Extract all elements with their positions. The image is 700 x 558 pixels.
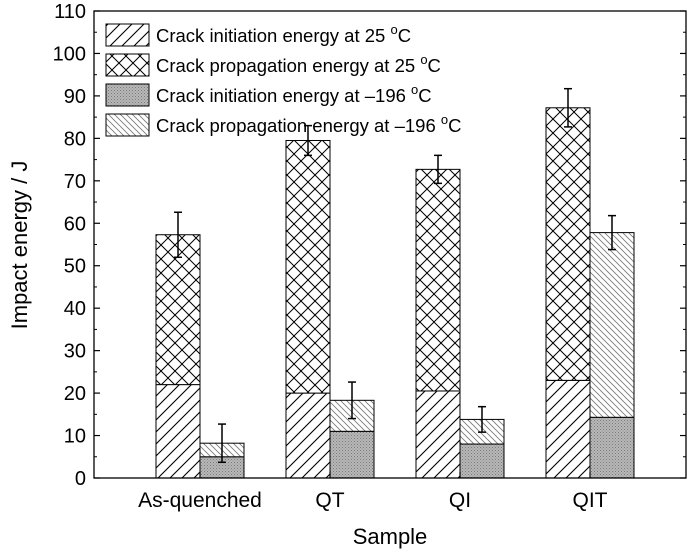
error-bars-layer <box>174 87 616 464</box>
error-bar <box>174 211 182 258</box>
y-tick-label: 80 <box>64 128 86 150</box>
y-axis: 0 10 20 30 40 50 60 70 80 90 100 110 <box>53 1 686 490</box>
error-bar <box>304 124 312 157</box>
x-tick-label: As-quenched <box>138 489 262 512</box>
bar-qt-25C-seg1 <box>285 392 331 479</box>
x-tick-label: QT <box>315 489 344 512</box>
y-tick-label: 100 <box>53 43 86 65</box>
bar-qit-25C-seg1 <box>545 379 591 479</box>
legend-label: Crack propagation energy at –196 oC <box>156 112 462 136</box>
y-tick-label: 90 <box>64 86 86 108</box>
bar-qi-25C-seg2 <box>415 168 461 392</box>
y-tick-label: 40 <box>64 298 86 320</box>
bars-layer <box>155 107 635 479</box>
y-tick-label: 60 <box>64 213 86 235</box>
y-tick-label: 0 <box>75 468 86 490</box>
bar-as-quenched-25C-seg1 <box>155 384 201 479</box>
legend-swatch <box>105 23 150 47</box>
legend-entry: Crack propagation energy at –196 oC <box>105 112 462 137</box>
legend-entry: Crack initiation energy at –196 oC <box>105 82 432 107</box>
y-tick-label: 50 <box>64 256 86 278</box>
legend-entry: Crack propagation energy at 25 oC <box>105 52 441 77</box>
legend-entry: Crack initiation energy at 25 oC <box>105 22 411 47</box>
bar-qit-196C-seg2 <box>589 232 635 418</box>
x-axis-label: Sample <box>353 524 428 549</box>
bar-qit-25C-seg2 <box>545 107 591 381</box>
legend: Crack initiation energy at 25 oC Crack pr… <box>105 22 462 137</box>
legend-swatch <box>105 113 150 137</box>
x-tick-label: QI <box>449 489 471 512</box>
y-tick-label: 110 <box>54 1 86 23</box>
error-bar <box>348 381 356 420</box>
bar-qi-196C-seg1 <box>459 443 505 479</box>
bar-qt-196C-seg1 <box>329 430 375 479</box>
error-bar <box>218 423 226 464</box>
y-tick-label: 10 <box>64 426 86 448</box>
bar-qi-25C-seg1 <box>415 390 461 479</box>
bar-as-quenched-25C-seg2 <box>155 234 201 386</box>
error-bar <box>434 154 442 185</box>
bar-qt-25C-seg2 <box>285 139 331 394</box>
legend-swatch <box>105 83 150 107</box>
bar-qit-196C-seg1 <box>589 416 635 479</box>
legend-label: Crack initiation energy at –196 oC <box>156 82 432 106</box>
error-bar <box>564 87 572 128</box>
legend-label: Crack propagation energy at 25 oC <box>156 52 441 76</box>
error-bar <box>478 405 486 433</box>
error-bar <box>608 214 616 251</box>
y-tick-label: 70 <box>64 171 86 193</box>
y-tick-label: 30 <box>64 341 86 363</box>
x-tick-label: QIT <box>573 489 608 512</box>
y-axis-label: Impact energy / J <box>7 161 32 330</box>
legend-label: Crack initiation energy at 25 oC <box>156 22 411 46</box>
legend-swatch <box>105 53 150 77</box>
x-axis: As-quenched QT QI QIT <box>138 472 608 512</box>
y-tick-label: 20 <box>64 383 86 405</box>
